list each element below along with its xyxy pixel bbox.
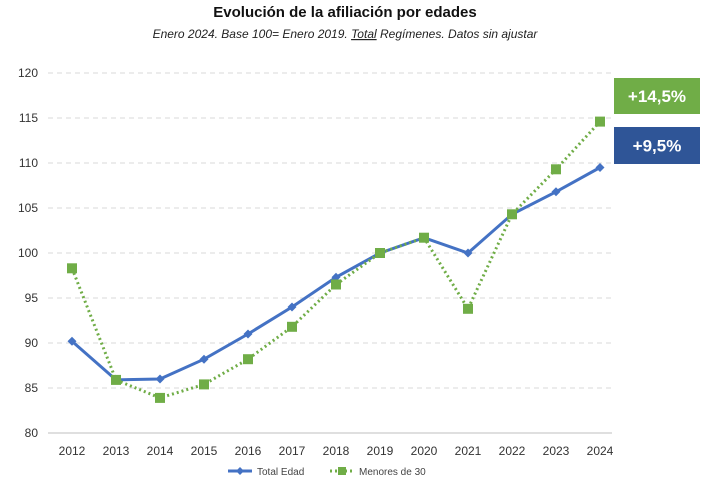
data-point xyxy=(243,354,253,365)
chart-subtitle: Enero 2024. Base 100= Enero 2019. Total … xyxy=(153,27,539,41)
annotations: +14,5% +9,5% xyxy=(614,78,700,164)
legend-item: Total Edad xyxy=(228,467,304,478)
x-tick-label: 2013 xyxy=(103,444,130,458)
legend-label: Menores de 30 xyxy=(359,467,426,478)
data-point xyxy=(463,248,473,258)
legend-label: Total Edad xyxy=(257,467,304,478)
y-axis: 80 85 90 95 100 105 110 115 120 xyxy=(18,66,38,440)
data-point xyxy=(595,116,605,127)
legend-item: Menores de 30 xyxy=(330,467,426,478)
series-menores-de-30 xyxy=(67,116,605,403)
series-group xyxy=(67,116,605,403)
x-tick-label: 2015 xyxy=(191,444,218,458)
x-tick-label: 2018 xyxy=(323,444,350,458)
grid xyxy=(48,72,612,434)
y-tick-label: 105 xyxy=(18,201,38,215)
y-tick-label: 90 xyxy=(25,336,39,350)
x-tick-label: 2024 xyxy=(587,444,614,458)
data-point xyxy=(551,164,561,175)
data-point xyxy=(155,392,165,403)
y-tick-label: 110 xyxy=(19,156,38,170)
y-tick-label: 85 xyxy=(25,381,39,395)
subtitle-underlined-word: Total xyxy=(351,27,377,41)
y-tick-label: 120 xyxy=(18,66,38,80)
badge-label: +9,5% xyxy=(633,137,682,156)
legend-swatch-marker xyxy=(338,467,346,475)
data-point xyxy=(199,379,209,390)
x-tick-label: 2019 xyxy=(367,444,394,458)
series-total-edad xyxy=(67,163,605,385)
x-tick-label: 2017 xyxy=(279,444,306,458)
data-point xyxy=(331,279,341,290)
x-tick-label: 2012 xyxy=(59,444,86,458)
x-axis: 2012 2013 2014 2015 2016 2017 2018 2019 2020 2021… xyxy=(48,432,614,458)
data-point xyxy=(67,336,77,346)
x-tick-label: 2016 xyxy=(235,444,262,458)
data-point xyxy=(507,209,517,220)
badge-background xyxy=(614,127,700,164)
y-tick-label: 95 xyxy=(25,291,39,305)
data-point xyxy=(287,321,297,332)
x-tick-label: 2014 xyxy=(147,444,174,458)
data-point xyxy=(111,374,121,385)
data-point xyxy=(419,232,429,243)
change-badge: +14,5% xyxy=(614,78,700,114)
data-point xyxy=(67,263,77,274)
chart-title: Evolución de la afiliación por edades xyxy=(213,4,476,21)
data-point xyxy=(551,187,561,197)
data-point xyxy=(199,354,209,364)
data-point xyxy=(595,163,605,172)
legend-swatch-marker xyxy=(236,467,244,475)
x-tick-label: 2022 xyxy=(499,444,526,458)
change-badge: +9,5% xyxy=(614,127,700,164)
x-tick-label: 2023 xyxy=(543,444,570,458)
badge-label: +14,5% xyxy=(628,87,686,106)
data-point xyxy=(287,302,297,312)
badge-background xyxy=(614,78,700,114)
data-point xyxy=(155,374,165,384)
y-tick-label: 80 xyxy=(25,426,39,440)
data-point xyxy=(243,329,253,339)
legend: Total Edad Menores de 30 xyxy=(228,467,426,478)
x-tick-label: 2020 xyxy=(411,444,438,458)
data-point xyxy=(463,303,473,314)
data-point xyxy=(375,248,385,258)
y-tick-label: 100 xyxy=(18,246,38,260)
y-tick-label: 115 xyxy=(19,111,38,125)
x-tick-label: 2021 xyxy=(455,444,482,458)
